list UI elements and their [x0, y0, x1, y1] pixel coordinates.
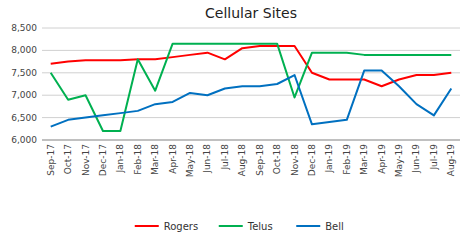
grid-line: [42, 28, 460, 29]
legend-label: Telus: [247, 221, 273, 232]
x-axis-line: [42, 140, 460, 141]
x-tick-label: Mar-19: [359, 144, 369, 175]
x-tick-label: Aug-19: [446, 144, 456, 177]
x-tick-label: Aug-18: [237, 144, 247, 177]
x-tick-label: Jun-18: [202, 144, 212, 174]
x-tick-label: Dec-17: [98, 144, 108, 176]
grid-line: [42, 140, 460, 141]
x-tick-label: Sep-18: [255, 144, 265, 176]
plot-area: [51, 44, 452, 131]
y-tick-label: 6,500: [11, 113, 37, 123]
x-tick-label: Jun-19: [411, 144, 421, 174]
chart: Cellular Sites 6,000 6,500 7,000 7,500 8,000 8…: [0, 0, 470, 240]
x-tick-label: Sep-17: [46, 144, 56, 176]
legend-swatch: [296, 225, 320, 227]
x-tick-label: Mar-18: [150, 144, 160, 175]
x-tick-label: Feb-19: [342, 144, 352, 175]
legend-swatch: [135, 225, 159, 227]
legend: Rogers Telus Bell: [135, 221, 344, 232]
legend-label: Bell: [325, 221, 344, 232]
grid-line: [42, 72, 460, 73]
y-tick-label: 8,000: [11, 45, 37, 55]
x-tick-label: Feb-18: [133, 144, 143, 175]
x-tick-label: May-19: [394, 144, 404, 177]
legend-swatch: [219, 225, 243, 227]
y-tick-label: 6,000: [11, 135, 37, 145]
x-tick-label: Jul-18: [220, 144, 230, 171]
y-tick-label: 7,000: [11, 90, 37, 100]
x-tick-label: Oct-18: [272, 144, 282, 175]
x-tick-label: Oct-17: [63, 144, 73, 174]
x-tick-label: Apr-18: [168, 144, 178, 174]
series-line: [51, 44, 452, 131]
grid-line: [42, 50, 460, 51]
x-tick-label: Dec-18: [307, 144, 317, 176]
x-tick-label: Jul-19: [429, 144, 439, 171]
x-tick-label: Apr-19: [377, 144, 387, 174]
x-tick-label: Jan-18: [115, 144, 125, 174]
y-tick-label: 7,500: [11, 68, 37, 78]
grid-line: [42, 95, 460, 96]
series-line: [51, 71, 452, 127]
legend-label: Rogers: [164, 221, 198, 232]
grid-line: [42, 117, 460, 118]
x-tick-label: Nov-17: [81, 144, 91, 176]
y-tick-label: 8,500: [11, 23, 37, 33]
x-tick-label: May-18: [185, 144, 195, 177]
x-tick-label: Jan-19: [324, 144, 334, 174]
title: Cellular Sites: [205, 5, 297, 21]
x-tick-label: Nov-18: [290, 144, 300, 176]
